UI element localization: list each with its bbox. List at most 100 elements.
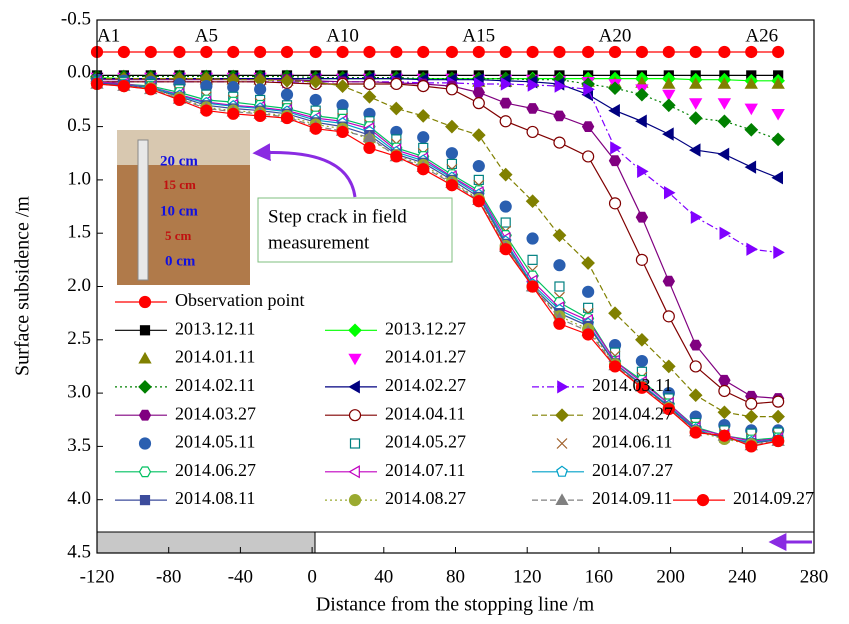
legend-label: 2013.12.27 [385,318,466,338]
marker [309,45,322,59]
point-label: A20 [599,25,632,46]
marker [391,134,402,145]
legend-label: 2014.03.11 [592,375,672,395]
marker [363,141,376,155]
marker [608,81,622,96]
marker [348,353,362,366]
marker [553,136,566,149]
marker [773,245,785,260]
annotation-box [257,197,453,263]
marker [499,243,512,256]
plot [90,45,785,453]
marker [390,45,403,59]
marker [362,130,377,143]
marker [472,87,485,98]
marker [227,107,240,120]
face-bar [314,531,815,554]
marker [608,155,622,167]
point-label: A5 [195,25,218,46]
marker [635,87,649,102]
x-tick-label: -80 [156,566,181,587]
legend-label: 2014.09.27 [733,488,814,508]
marker [527,78,540,92]
marker [280,45,294,59]
marker [662,127,674,141]
marker [348,380,360,394]
marker [527,254,538,265]
marker [745,397,758,410]
marker [254,83,267,96]
marker [744,103,758,116]
marker [254,45,267,59]
marker [445,119,459,134]
marker [689,45,702,59]
y-tick-label: 1.0 [67,168,91,189]
marker [200,45,213,59]
legend-item: 2014.02.27 [325,375,466,395]
marker [254,109,267,123]
y-tick-label: 2.0 [67,275,91,296]
photo-label: 10 cm [160,203,198,219]
marker [336,45,349,59]
marker [138,409,152,421]
marker [635,114,647,128]
marker [717,405,732,420]
marker [138,380,152,394]
x-tick-label: 40 [374,566,393,587]
marker [718,374,731,386]
marker [662,310,675,323]
point-label: A10 [326,25,359,46]
marker [662,275,675,287]
photo-label: 15 cm [163,177,196,192]
marker [662,402,675,416]
series [90,75,785,410]
y-tick-label: 3.0 [67,381,91,402]
marker [689,98,703,110]
legend-item: 2014.06.11 [556,432,672,452]
marker [771,132,785,147]
legend-item: Observation point [115,290,304,310]
marker [446,158,458,170]
marker [771,171,784,185]
legend-label: 2014.07.27 [592,460,673,480]
marker [348,323,362,338]
legend-item: 2013.12.27 [325,318,466,338]
marker [744,409,759,424]
x-tick-label: 0 [307,566,317,587]
marker [556,465,568,477]
legend-item: 2014.08.27 [325,488,466,508]
marker [662,77,676,89]
marker [227,81,240,94]
marker [745,440,758,453]
marker [635,45,649,59]
legend-label: 2014.02.27 [385,375,466,395]
x-tick-label: 280 [800,566,829,587]
marker [526,103,539,114]
marker [200,104,213,117]
marker [771,108,785,121]
series-line [96,83,779,445]
marker [582,285,595,298]
y-tick-label: 1.5 [67,222,91,243]
legend-label: 2014.02.11 [175,375,255,395]
x-axis-label: Distance from the stopping line /m [316,594,595,616]
y-tick-label: 0.5 [67,115,91,136]
marker [744,77,758,89]
legend-label: 2014.09.11 [592,488,672,508]
y-tick-label: 0.0 [67,62,91,83]
marker [608,360,622,373]
marker [744,160,757,174]
marker [661,98,676,113]
marker [696,494,710,507]
marker [417,45,430,59]
marker [499,115,512,128]
marker [139,495,151,506]
y-tick-label: 4.5 [67,541,91,562]
marker [117,45,130,59]
marker [688,111,703,125]
legend-item: 2014.07.27 [532,460,673,480]
marker [581,121,595,132]
marker [608,45,622,59]
y-tick-label: 4.0 [67,488,91,509]
